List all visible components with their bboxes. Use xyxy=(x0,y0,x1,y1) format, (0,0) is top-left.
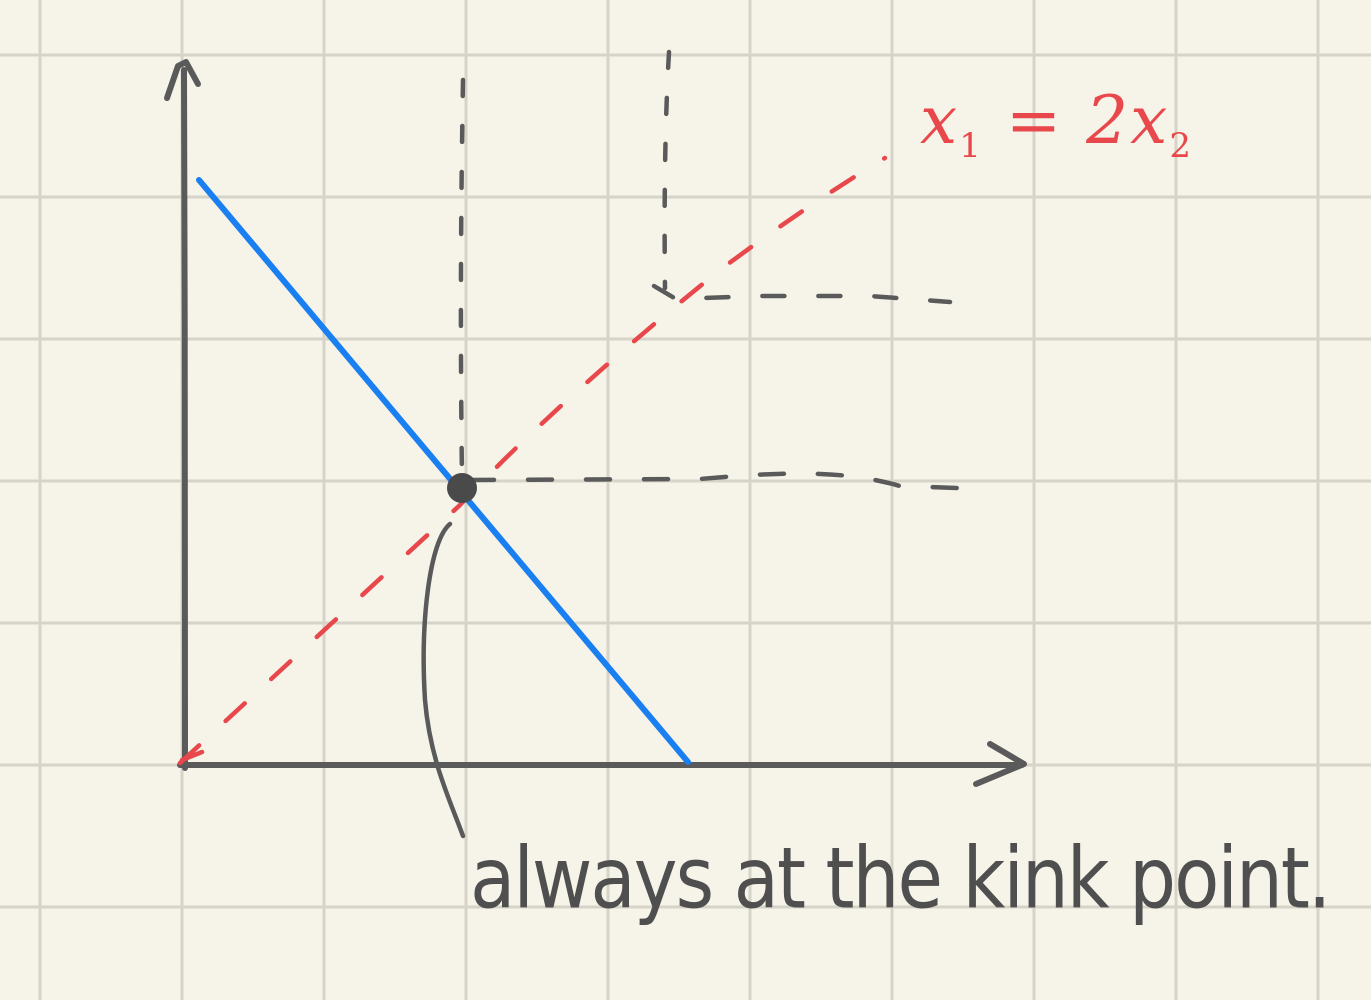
indifference-curve-1-vertical xyxy=(458,77,466,481)
y-axis xyxy=(181,67,188,771)
ray-rhs-sub: 2 xyxy=(1169,126,1194,166)
indifference-curve-2-horizontal xyxy=(651,283,953,305)
ray-coef: 2 xyxy=(1086,82,1131,159)
y-axis-arrowhead xyxy=(164,59,201,101)
ray-equation-label: x1 = 2x2 xyxy=(920,88,1194,166)
indifference-curve-1-horizontal xyxy=(467,471,961,491)
ray-lhs: x xyxy=(920,82,960,159)
kink-caption: always at the kink point. xyxy=(470,829,1331,928)
x-axis-arrowhead xyxy=(973,741,1027,787)
optimum-point xyxy=(447,473,477,503)
ray-lhs-sub: 1 xyxy=(959,126,983,166)
budget-line xyxy=(196,177,691,765)
ray-equals: = xyxy=(1005,82,1064,159)
caption-leader-line xyxy=(421,521,466,839)
ray-rhs: x xyxy=(1130,82,1170,159)
indifference-curve-2-vertical xyxy=(662,49,672,291)
expansion-ray xyxy=(177,155,888,766)
expansion-ray-arrowhead xyxy=(179,749,205,763)
